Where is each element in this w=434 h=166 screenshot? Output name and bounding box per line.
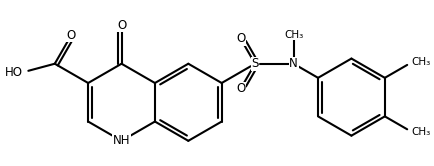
Text: O: O bbox=[66, 29, 76, 42]
Text: O: O bbox=[117, 19, 126, 32]
Text: NH: NH bbox=[112, 134, 130, 147]
Text: O: O bbox=[236, 32, 245, 45]
Text: N: N bbox=[289, 57, 297, 70]
Text: S: S bbox=[251, 57, 258, 70]
Text: CH₃: CH₃ bbox=[411, 127, 430, 137]
Text: HO: HO bbox=[5, 66, 23, 79]
Text: CH₃: CH₃ bbox=[411, 57, 430, 67]
Text: CH₃: CH₃ bbox=[283, 30, 302, 40]
Text: O: O bbox=[236, 82, 245, 95]
